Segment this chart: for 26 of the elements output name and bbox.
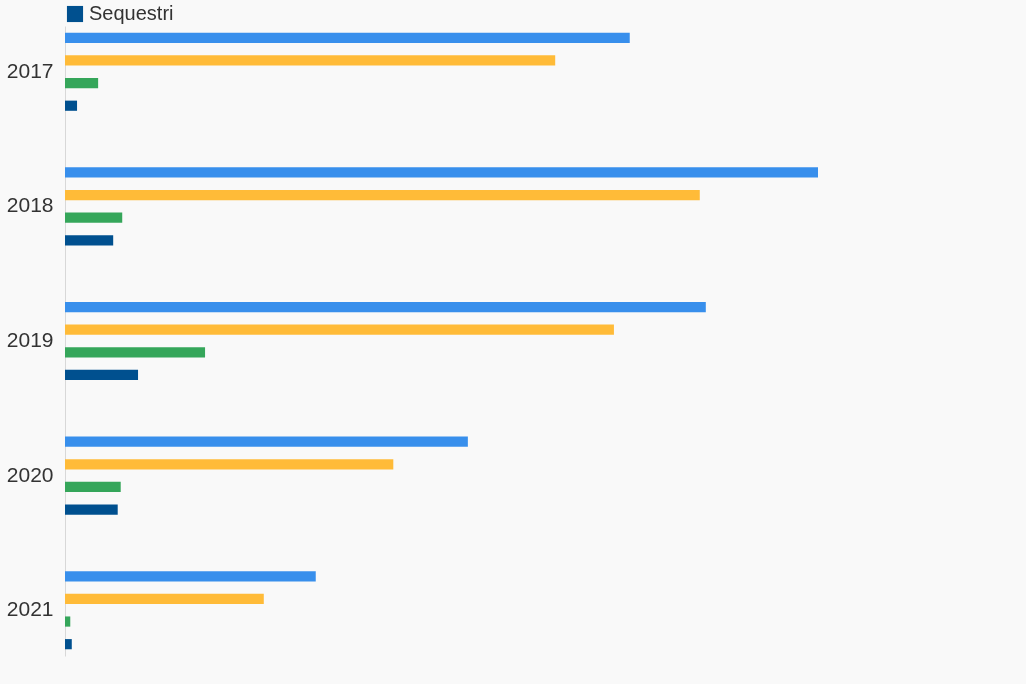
y-tick-label: 2017 — [6, 58, 54, 82]
y-tick-label: 2019 — [6, 328, 54, 351]
bar — [65, 436, 468, 447]
y-tick-label: 2020 — [6, 462, 54, 486]
bar — [65, 189, 700, 201]
bar — [65, 571, 316, 582]
bar — [65, 593, 264, 605]
bar — [65, 369, 139, 381]
bar — [65, 504, 118, 515]
bar — [65, 32, 630, 43]
bar — [65, 55, 556, 66]
bar — [65, 459, 394, 470]
bar — [65, 639, 72, 650]
bar — [65, 235, 114, 246]
bar — [65, 77, 99, 89]
bar — [65, 100, 78, 111]
bar — [65, 212, 123, 223]
bar — [65, 347, 206, 358]
bar — [65, 324, 614, 335]
y-tick-label: 2021 — [6, 597, 54, 621]
legend-label: Sequestri — [89, 2, 174, 24]
y-tick-label: 2018 — [6, 193, 54, 217]
bar — [65, 301, 706, 313]
bar — [65, 481, 121, 493]
bar — [65, 616, 71, 627]
bar — [65, 167, 818, 178]
